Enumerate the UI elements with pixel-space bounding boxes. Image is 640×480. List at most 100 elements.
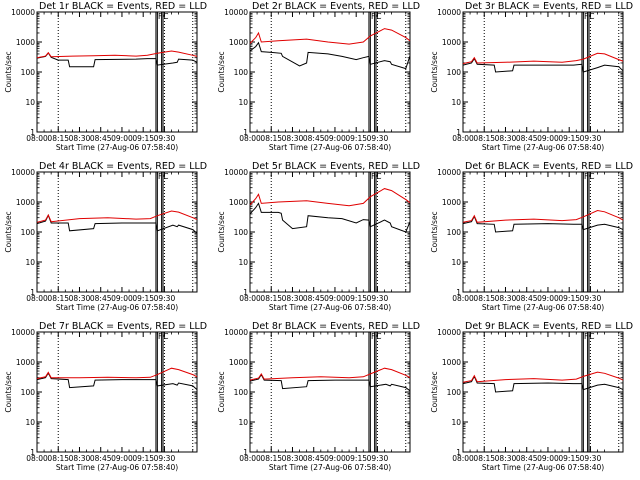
x-tick-label: 09:00 <box>324 134 346 143</box>
x-tick-label: 08:45 <box>516 454 538 463</box>
x-tick-label: 08:30 <box>495 134 517 143</box>
panel-det-2: Det 2r BLACK = Events, RED = LLD 1 10 100 10… <box>217 1 420 152</box>
x-tick-label: 08:30 <box>69 454 91 463</box>
y-tick-label: 100 <box>21 68 36 77</box>
flare-marker-label: F <box>371 332 375 341</box>
y-axis-label: Counts/sec <box>217 371 226 412</box>
x-tick-label: 09:30 <box>154 454 176 463</box>
series-line-lld <box>249 367 411 381</box>
x-tick-label: 09:00 <box>537 134 559 143</box>
y-tick-label: 10 <box>238 98 248 107</box>
x-tick-label: 08:15 <box>260 454 282 463</box>
y-tick-label: 100 <box>234 68 249 77</box>
marker-c-label: C <box>376 172 381 181</box>
panel-title: Det 9r BLACK = Events, RED = LLD <box>465 321 633 332</box>
panel-det-9: Det 9r BLACK = Events, RED = LLD 1 10 100 10… <box>430 321 633 472</box>
plot-frame <box>249 11 411 133</box>
x-tick-label: 09:00 <box>111 454 133 463</box>
panel-title: Det 5r BLACK = Events, RED = LLD <box>252 161 420 172</box>
panel-title: Det 8r BLACK = Events, RED = LLD <box>252 321 420 332</box>
x-tick-label: 08:45 <box>516 294 538 303</box>
x-tick-label: 08:45 <box>90 134 112 143</box>
y-tick-label: 10 <box>451 418 461 427</box>
plot-frame <box>249 331 411 453</box>
x-tick-label: 08:45 <box>90 454 112 463</box>
panel-title: Det 6r BLACK = Events, RED = LLD <box>465 161 633 172</box>
marker-c-label: C <box>589 332 594 341</box>
flare-marker-label: F <box>584 332 588 341</box>
marker-c-label: C <box>589 172 594 181</box>
y-tick-label: 100 <box>234 228 249 237</box>
panel-title: Det 7r BLACK = Events, RED = LLD <box>39 321 207 332</box>
x-tick-label: 09:30 <box>154 294 176 303</box>
y-tick-label: 100 <box>447 228 462 237</box>
x-tick-label: 08:15 <box>47 294 69 303</box>
x-tick-label: 09:15 <box>345 454 367 463</box>
x-axis-label: Start Time (27-Aug-06 07:58:40) <box>269 303 391 312</box>
y-tick-label: 1 <box>243 128 248 137</box>
y-tick-label: 1 <box>456 448 461 457</box>
x-axis-label: Start Time (27-Aug-06 07:58:40) <box>482 303 604 312</box>
y-tick-label: 1000 <box>229 38 248 47</box>
series-line-lld <box>462 371 624 383</box>
x-tick-label: 09:15 <box>558 454 580 463</box>
y-tick-label: 10000 <box>224 168 248 177</box>
x-tick-label: 08:00 <box>26 294 48 303</box>
y-tick-label: 10 <box>238 418 248 427</box>
x-tick-label: 08:30 <box>282 454 304 463</box>
x-tick-label: 08:15 <box>47 454 69 463</box>
flare-marker-label: F <box>158 332 162 341</box>
flare-marker-label: F <box>371 12 375 21</box>
x-tick-label: 08:45 <box>303 454 325 463</box>
y-tick-label: 10000 <box>437 8 461 17</box>
y-tick-label: 1 <box>30 448 35 457</box>
panel-title: Det 1r BLACK = Events, RED = LLD <box>39 1 207 12</box>
y-tick-label: 100 <box>21 228 36 237</box>
marker-c-label: C <box>376 332 381 341</box>
y-axis-label: Counts/sec <box>4 211 13 252</box>
x-tick-label: 08:30 <box>282 294 304 303</box>
x-tick-label: 08:30 <box>495 294 517 303</box>
x-tick-label: 09:15 <box>558 134 580 143</box>
panel-det-1: Det 1r BLACK = Events, RED = LLD 1 10 100 10… <box>4 1 207 152</box>
x-tick-label: 09:15 <box>558 294 580 303</box>
y-tick-label: 10000 <box>11 8 35 17</box>
panel-title: Det 2r BLACK = Events, RED = LLD <box>252 1 420 12</box>
y-tick-label: 100 <box>447 68 462 77</box>
x-axis-label: Start Time (27-Aug-06 07:58:40) <box>269 463 391 472</box>
flare-marker-label: F <box>584 172 588 181</box>
x-tick-label: 08:15 <box>473 294 495 303</box>
panel-det-6: Det 6r BLACK = Events, RED = LLD 1 10 100 10… <box>430 161 633 312</box>
x-tick-label: 09:00 <box>324 454 346 463</box>
y-axis-label: Counts/sec <box>430 371 439 412</box>
marker-c-label: C <box>163 12 168 21</box>
x-tick-label: 09:30 <box>367 134 389 143</box>
x-tick-label: 08:00 <box>26 134 48 143</box>
x-axis-label: Start Time (27-Aug-06 07:58:40) <box>269 143 391 152</box>
y-axis-label: Counts/sec <box>217 211 226 252</box>
y-tick-label: 10000 <box>224 8 248 17</box>
x-tick-label: 08:00 <box>239 454 261 463</box>
x-axis-label: Start Time (27-Aug-06 07:58:40) <box>56 143 178 152</box>
x-tick-label: 09:30 <box>580 134 602 143</box>
y-axis-label: Counts/sec <box>430 51 439 92</box>
y-tick-label: 1000 <box>229 358 248 367</box>
x-tick-label: 08:15 <box>260 134 282 143</box>
x-tick-label: 09:00 <box>537 454 559 463</box>
y-tick-label: 1000 <box>16 358 35 367</box>
x-tick-label: 08:30 <box>282 134 304 143</box>
x-tick-label: 08:45 <box>90 294 112 303</box>
plot-frame <box>462 171 624 293</box>
plot-frame <box>249 171 411 293</box>
x-tick-label: 08:00 <box>239 134 261 143</box>
x-tick-label: 08:45 <box>303 294 325 303</box>
x-tick-label: 08:15 <box>473 454 495 463</box>
series-line-events <box>36 371 198 390</box>
x-tick-label: 08:00 <box>239 294 261 303</box>
y-tick-label: 100 <box>234 388 249 397</box>
y-axis-label: Counts/sec <box>430 211 439 252</box>
y-tick-label: 10000 <box>437 168 461 177</box>
x-tick-label: 09:30 <box>154 134 176 143</box>
x-tick-label: 08:00 <box>452 294 474 303</box>
